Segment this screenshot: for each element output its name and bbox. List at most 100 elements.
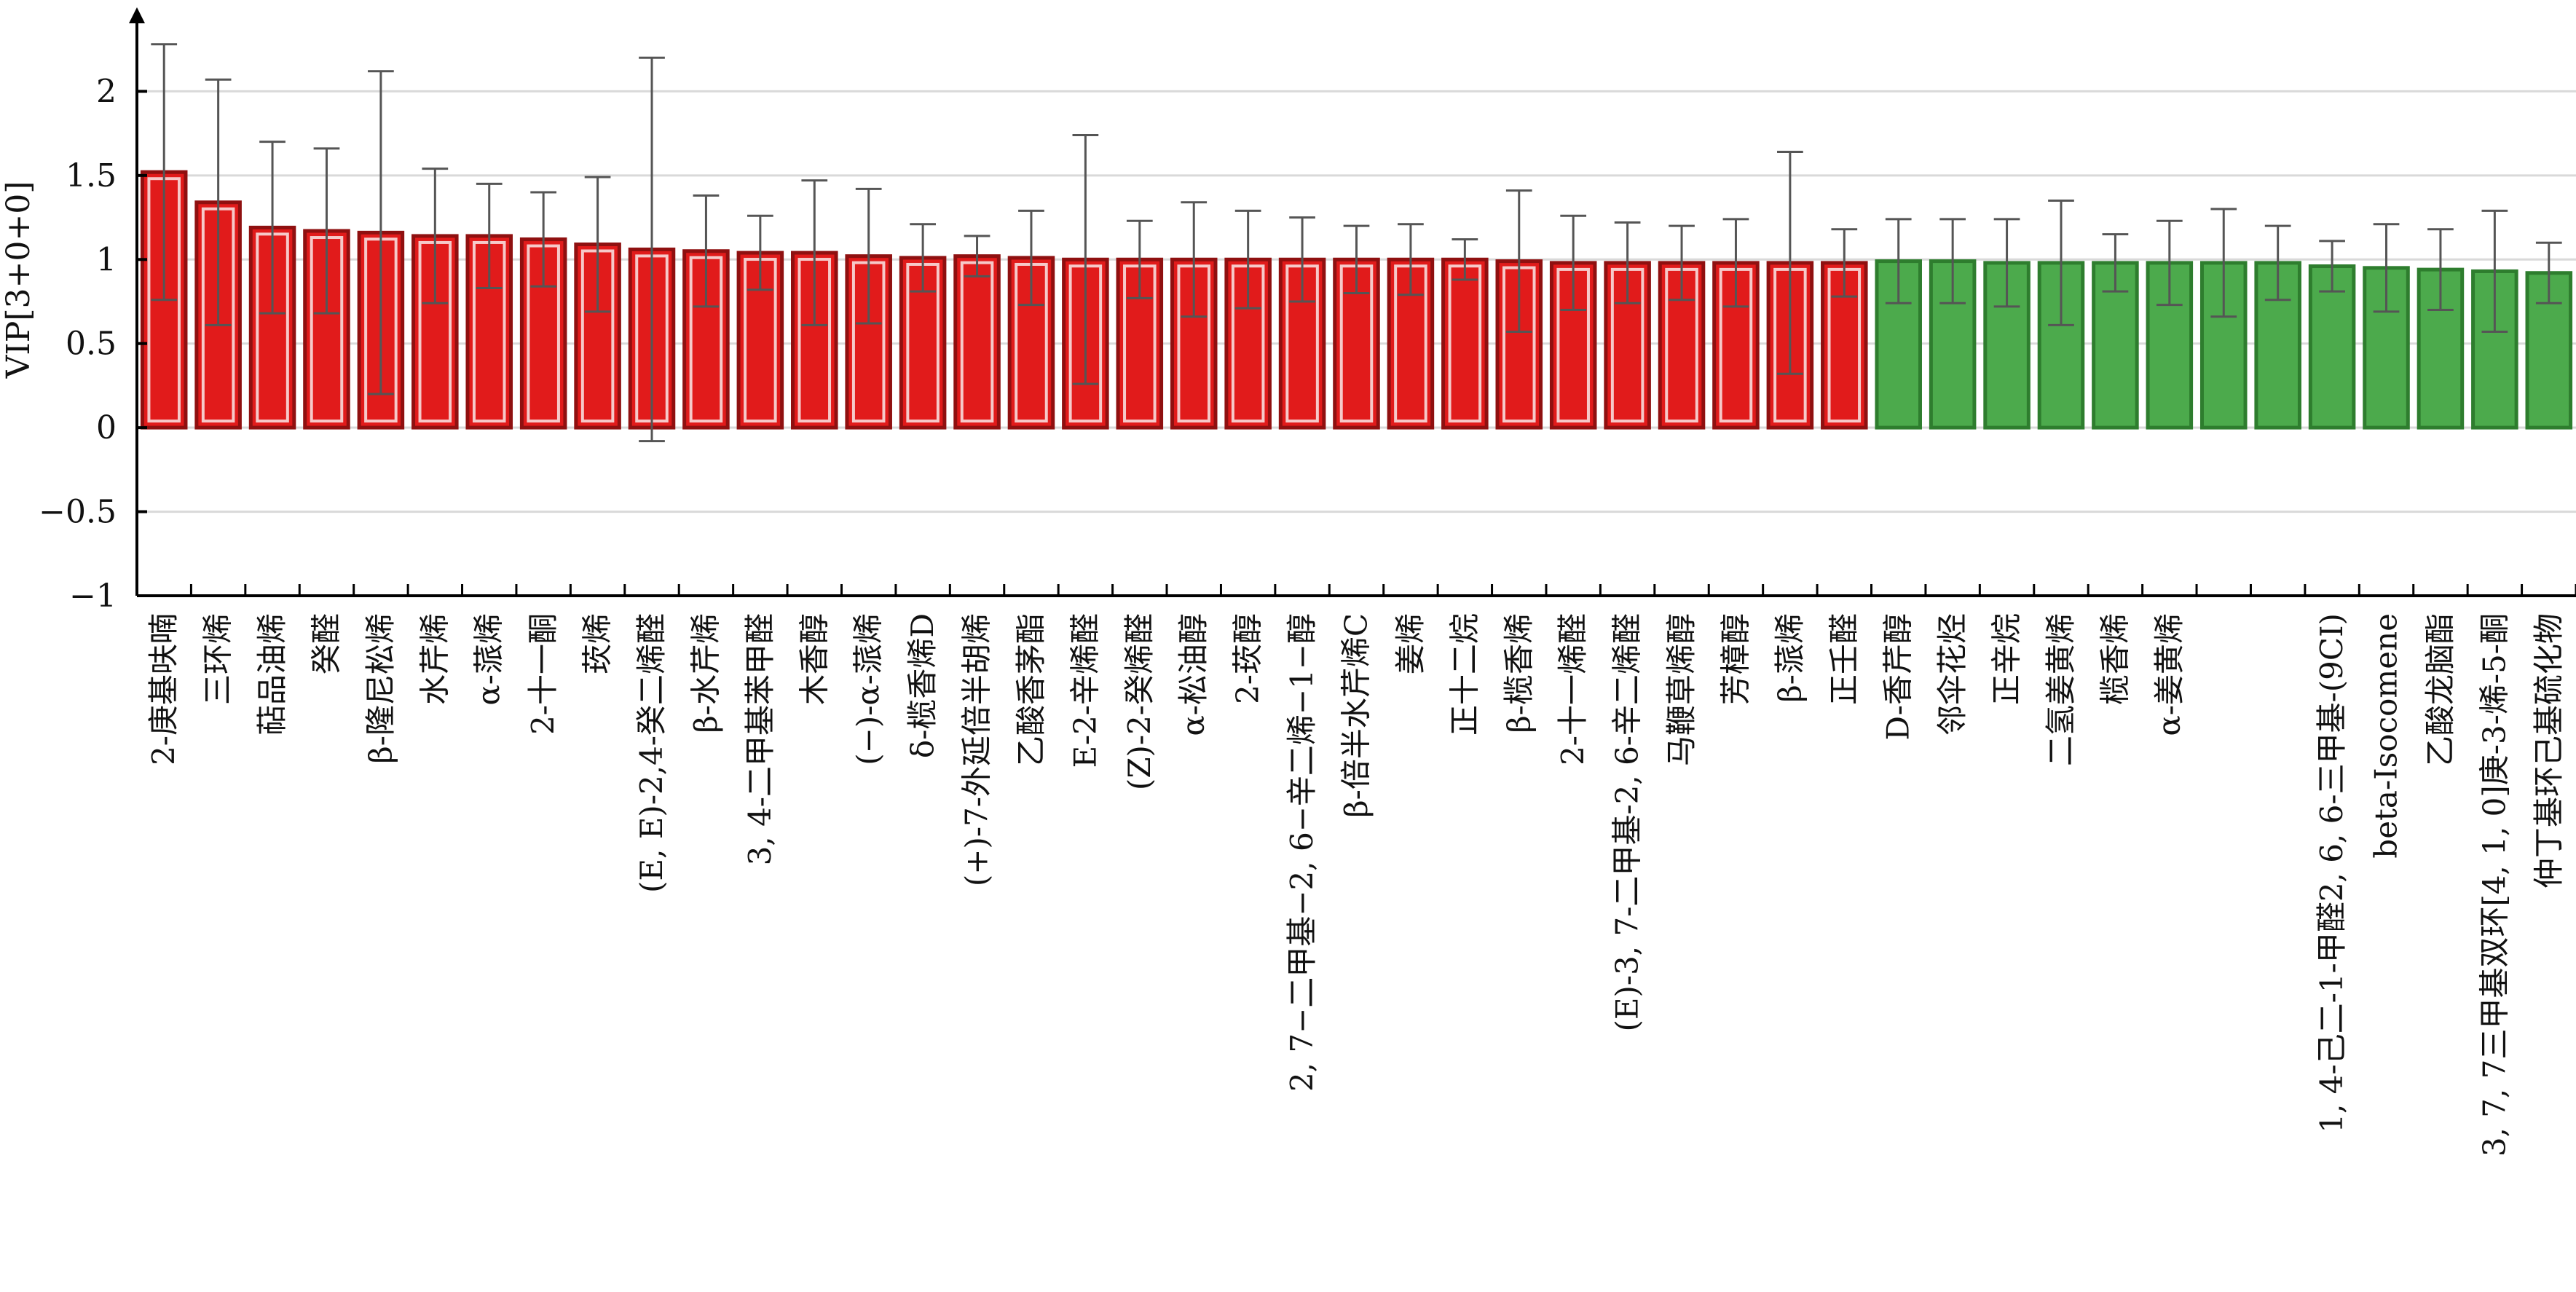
error-bar	[1777, 151, 1803, 375]
error-bar	[1505, 189, 1532, 334]
y-tick-labels: −1 −0.5 0 0.5 1 1.5 2	[39, 73, 147, 615]
x-category-label: 榄香烯	[2097, 613, 2132, 705]
x-category-label: 芳樟醇	[1717, 613, 1753, 705]
x-category-label: 萜品油烯	[254, 613, 290, 736]
x-category-label: β-蒎烯	[1772, 613, 1808, 702]
error-bar	[1398, 223, 1424, 296]
x-category-label: 姜烯	[1393, 613, 1428, 674]
x-category-label: 2-十一酮	[525, 613, 561, 735]
error-bar	[1722, 218, 1749, 308]
error-bar	[964, 235, 990, 277]
x-category-label: 3, 7, 7三甲基双环[4, 1, 0]庚-3-烯-5-酮	[2476, 613, 2512, 1157]
y-axis-arrow-icon	[129, 7, 145, 23]
x-category-label: 正辛烷	[1989, 613, 2025, 705]
x-category-label: 莰烯	[580, 613, 615, 674]
x-category-label: (Z)-2-癸烯醛	[1122, 613, 1157, 790]
error-bar	[584, 176, 611, 313]
x-category-label: 2-十一烯醛	[1555, 613, 1591, 765]
x-category-label: (+)-7-外延倍半胡烯	[959, 613, 995, 886]
x-category-label: β-榄香烯	[1501, 613, 1537, 733]
x-category-label: 正壬醛	[1826, 613, 1862, 705]
error-bars	[151, 43, 2562, 443]
category-labels: 2-庚基呋喃 三环烯 萜品油烯 癸醛 β-隆尼松烯 水芹烯 α-蒎烯 2-十一酮 莰烯 (E, E…	[146, 613, 2567, 1157]
x-category-label: α-姜黄烯	[2151, 613, 2187, 736]
x-category-label: (E)-3, 7-二甲基-2, 6-辛二烯醛	[1610, 613, 1645, 1032]
x-category-label: 二氢姜黄烯	[2043, 613, 2079, 766]
error-bar	[2535, 241, 2562, 304]
x-category-label: 水芹烯	[417, 613, 452, 705]
x-category-label: 木香醇	[796, 613, 832, 705]
error-bar	[747, 214, 773, 291]
bar	[1875, 259, 1922, 430]
x-category-label: E-2-辛烯醛	[1067, 613, 1103, 768]
error-bar	[801, 179, 828, 326]
error-bar	[2048, 199, 2074, 326]
y-tick-label: 0	[96, 409, 117, 446]
error-bar	[205, 78, 232, 326]
x-category-label: β-隆尼松烯	[363, 613, 398, 763]
y-axis-title: VIP[3+0+0]	[0, 181, 37, 379]
error-bar	[2210, 208, 2237, 318]
x-category-label: D-香芹醇	[1880, 613, 1916, 741]
y-tick-label: 1.5	[66, 157, 117, 194]
error-bar	[1831, 228, 1858, 298]
y-tick-label: −1	[69, 578, 117, 615]
y-tick-label: 0.5	[66, 326, 117, 363]
error-bar	[2319, 240, 2345, 293]
error-bar	[259, 141, 285, 315]
error-bar	[1452, 238, 1478, 281]
error-bar	[2156, 219, 2183, 307]
error-bar	[1126, 219, 1153, 299]
error-bar	[1560, 214, 1587, 312]
error-bar	[1343, 224, 1370, 294]
x-category-label: 仲丁基环己基硫化物	[2531, 613, 2567, 889]
error-bar	[1939, 218, 1966, 304]
x-tick-marks	[135, 584, 2576, 596]
error-bar	[1885, 218, 1912, 304]
x-category-label: 2-庚基呋喃	[146, 613, 181, 765]
x-category-label: 马鞭草烯醇	[1663, 613, 1699, 766]
error-bar	[1234, 209, 1261, 310]
x-category-label: 1, 4-己二-1-甲醛2, 6, 6-三甲基-(9CI)	[2314, 613, 2349, 1133]
x-category-label: 2-莰醇	[1230, 613, 1266, 704]
error-bar	[476, 182, 503, 290]
x-category-label: 癸醛	[308, 613, 344, 674]
x-category-label: 3, 4-二甲基苯甲醛	[742, 613, 778, 865]
error-bar	[530, 191, 557, 288]
y-tick-label: −0.5	[39, 494, 117, 531]
error-bar	[1669, 224, 1695, 302]
error-bar	[1289, 216, 1315, 303]
x-category-label: α-松油醇	[1175, 613, 1211, 736]
x-category-label: beta-Isocomene	[2368, 613, 2404, 859]
x-category-label: 正十二烷	[1446, 613, 1482, 736]
x-category-label: β-倍半水芹烯C	[1339, 613, 1374, 818]
bars	[140, 170, 2573, 430]
error-bar	[1181, 201, 1208, 318]
error-bar	[910, 223, 936, 293]
x-category-label: 邻伞花烃	[1934, 613, 1970, 736]
error-bar	[1072, 133, 1099, 385]
x-category-label: δ-榄香烯D	[905, 613, 940, 758]
error-bar	[2102, 233, 2129, 293]
error-bar	[422, 168, 449, 304]
error-bar	[855, 187, 882, 325]
error-bar	[1018, 209, 1044, 307]
x-category-label: α-蒎烯	[471, 613, 507, 706]
x-category-label: 三环烯	[200, 613, 236, 705]
x-category-label: 2, 7−二甲基−2, 6−辛二烯−1−醇	[1284, 613, 1320, 1092]
x-category-label: (E, E)-2,4-癸二烯醛	[634, 613, 669, 893]
error-bar	[368, 70, 394, 395]
error-bar	[1993, 218, 2020, 308]
y-tick-label: 1	[96, 241, 117, 278]
error-bar	[2427, 228, 2454, 312]
error-bar	[1614, 221, 1641, 304]
error-bar	[151, 43, 178, 302]
error-bar	[2373, 223, 2400, 313]
x-category-label: β-水芹烯	[688, 613, 723, 733]
error-bar	[2264, 224, 2291, 302]
axes	[129, 7, 2576, 597]
x-category-label: 乙酸龙脑酯	[2422, 613, 2458, 766]
error-bar	[693, 194, 720, 308]
x-category-label: (−)-α-蒎烯	[851, 613, 886, 765]
